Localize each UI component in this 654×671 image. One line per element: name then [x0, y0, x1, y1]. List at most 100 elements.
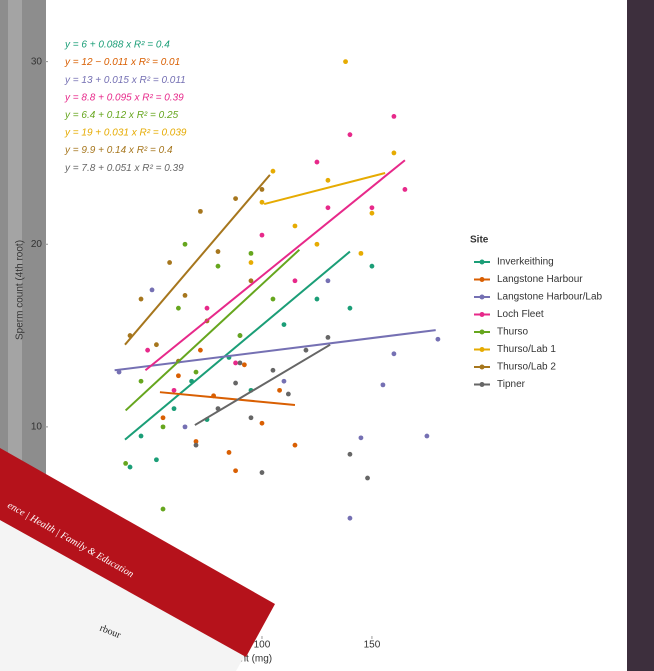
point	[365, 475, 370, 481]
point	[343, 59, 348, 65]
point	[197, 347, 203, 353]
x-tick-label: 150	[364, 640, 381, 651]
point	[237, 360, 243, 366]
point	[237, 333, 243, 338]
point	[127, 464, 133, 470]
point	[380, 382, 386, 388]
point	[182, 424, 188, 430]
point	[182, 292, 188, 298]
point	[358, 250, 364, 256]
legend-title: Site	[470, 235, 489, 246]
equation: y = 8.8 + 0.095 x R² = 0.39	[64, 92, 184, 103]
point	[259, 199, 265, 205]
y-tick-label: 30	[31, 56, 43, 67]
point	[270, 168, 276, 174]
point	[391, 150, 397, 156]
legend-label: Loch Fleet	[497, 309, 544, 320]
point	[325, 205, 331, 211]
point	[259, 232, 265, 238]
legend-label: Inverkeithing	[497, 257, 554, 268]
equation: y = 13 + 0.015 x R² = 0.011	[64, 75, 186, 86]
point	[325, 177, 331, 183]
point	[167, 260, 173, 265]
point	[347, 305, 353, 311]
point	[347, 451, 353, 457]
point	[145, 347, 151, 353]
point	[292, 223, 298, 229]
equation: y = 7.8 + 0.051 x R² = 0.39	[64, 163, 184, 174]
point	[248, 260, 254, 265]
point	[270, 296, 276, 302]
legend-label: Thurso/Lab 1	[497, 344, 556, 355]
y-axis-title: Sperm count (4th root)	[15, 240, 26, 340]
point	[182, 241, 188, 247]
fit-line	[124, 174, 271, 346]
point	[149, 287, 155, 293]
point	[204, 305, 210, 311]
point	[233, 380, 238, 386]
point	[303, 347, 309, 353]
point	[193, 442, 199, 448]
point	[215, 249, 221, 254]
point	[160, 424, 166, 430]
point	[285, 391, 291, 397]
point	[171, 406, 177, 412]
equation: y = 9.9 + 0.14 x R² = 0.4	[64, 145, 173, 156]
banner: ence | Health | Family & Education rbour	[0, 448, 275, 671]
point	[138, 378, 144, 384]
point	[233, 468, 238, 474]
point	[176, 305, 181, 311]
fit-line	[194, 343, 331, 426]
point	[369, 210, 375, 216]
fit-line	[124, 250, 351, 441]
point	[259, 187, 265, 192]
y-tick-label: 20	[31, 239, 43, 250]
point	[391, 114, 397, 119]
point	[241, 362, 247, 368]
point	[292, 442, 298, 448]
point	[314, 241, 320, 247]
point	[248, 278, 254, 284]
point	[391, 351, 397, 357]
equation: y = 6.4 + 0.12 x R² = 0.25	[64, 110, 179, 121]
point	[215, 263, 221, 269]
legend-dot	[479, 259, 485, 265]
x-axis-title: Weight (mg)	[218, 654, 272, 665]
point	[358, 435, 364, 441]
legend-dot	[479, 382, 485, 387]
point	[369, 263, 375, 269]
point	[281, 322, 287, 328]
point	[160, 506, 166, 512]
banner-band	[0, 448, 275, 657]
legend-dot	[479, 364, 485, 370]
point	[402, 187, 408, 192]
point	[347, 132, 353, 138]
point	[138, 433, 144, 439]
point	[116, 369, 122, 375]
point	[154, 342, 159, 348]
point	[292, 278, 298, 284]
point	[259, 420, 265, 426]
point	[248, 250, 254, 256]
point	[226, 450, 232, 455]
equation: y = 19 + 0.031 x R² = 0.039	[64, 128, 187, 139]
point	[259, 470, 265, 475]
point	[325, 278, 331, 284]
point	[138, 296, 144, 302]
point	[176, 373, 181, 379]
legend-label: Thurso/Lab 2	[497, 362, 556, 373]
point	[193, 369, 199, 375]
legend-dot	[479, 312, 485, 317]
point	[424, 433, 430, 439]
point	[233, 196, 238, 201]
legend-label: Tipner	[497, 379, 526, 390]
equation: y = 12 − 0.011 x R² = 0.01	[64, 57, 180, 68]
point	[314, 296, 320, 302]
fit-line	[263, 172, 386, 206]
point	[325, 334, 331, 340]
point	[248, 415, 254, 421]
point	[160, 415, 166, 421]
legend-dot	[479, 347, 485, 352]
